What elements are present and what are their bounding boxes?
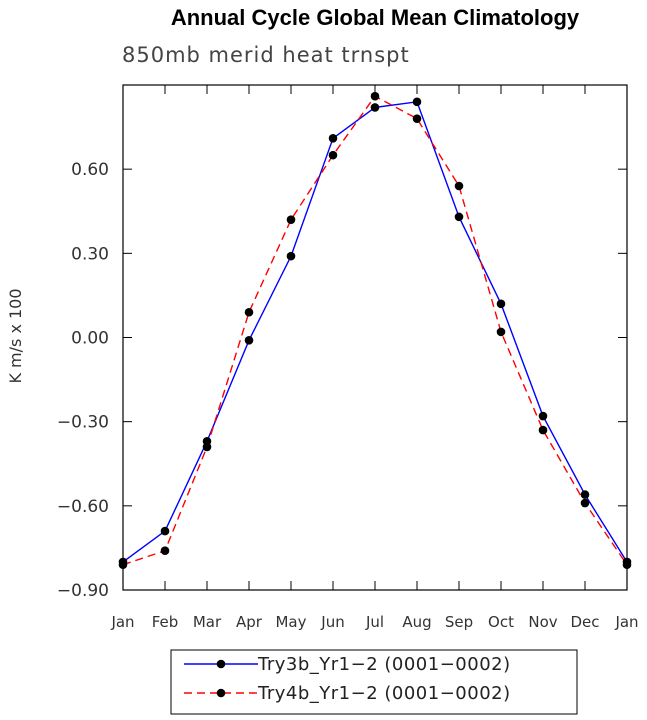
series-2-point [118,560,128,570]
legend-swatch-marker-2 [216,688,226,698]
series-1-point [244,336,254,345]
series-2-point [202,442,212,452]
series-2-point [328,150,338,160]
series-2-point [454,181,464,191]
series-1-point [328,134,338,143]
series-2-point [244,307,254,317]
y-tick-label: −0.60 [57,497,109,517]
series-2-point [286,215,296,224]
series-2-point [580,498,590,508]
series-1-point [496,299,506,309]
x-tick-label: Jan [614,613,638,631]
series-1-point [370,103,380,112]
legend-swatch-marker-1 [216,659,226,669]
y-ticks: −0.90 −0.60 −0.30 0.00 0.30 0.60 [57,160,627,601]
x-ticks: Jan Feb Mar Apr May Jun Jul Aug Sep Oct Nov Dec Jan [110,85,639,631]
series-2-point [496,327,506,337]
series-2-point [370,91,380,101]
series-2-point [538,425,548,435]
x-tick-label: Mar [193,613,222,631]
plot-frame [122,84,628,591]
series-1-point [538,411,548,421]
series-1-point [160,526,170,536]
series-1-point [286,251,296,261]
chart-subtitle: 850mb merid heat trnspt [122,43,410,67]
series-line-2 [122,95,628,566]
legend: Try3b_Yr1−2 (0001−0002) Try4b_Yr1−2 (0001… [170,649,578,715]
series-2-point [622,560,632,570]
series-2-point [160,546,170,556]
series-line-1 [122,101,628,563]
y-tick-label: 0.00 [71,329,109,349]
y-tick-label: −0.90 [57,581,109,601]
x-tick-label: Jan [110,613,134,631]
x-tick-label: May [275,613,306,631]
series-1-point [580,490,590,499]
series-2-point [412,114,422,123]
y-tick-label: 0.30 [71,244,109,264]
chart-title: Annual Cycle Global Mean Climatology [171,5,580,30]
x-tick-label: Dec [570,613,599,631]
x-tick-label: Sep [445,613,473,631]
series-1-point [454,212,464,222]
x-tick-label: Feb [152,613,179,631]
x-tick-label: Nov [528,613,557,631]
x-tick-label: Jun [320,613,344,631]
series-layer [118,91,632,570]
x-tick-label: Aug [402,613,431,631]
legend-label-2: Try4b_Yr1−2 (0001−0002) [257,683,511,704]
legend-box [170,649,578,715]
y-tick-label: −0.30 [57,413,109,433]
legend-label-1: Try3b_Yr1−2 (0001−0002) [257,654,511,675]
x-tick-label: Oct [488,613,514,631]
x-tick-label: Apr [236,613,263,631]
series-1-point [412,97,422,107]
y-tick-label: 0.60 [71,160,109,180]
x-tick-label: Jul [365,613,384,631]
y-axis-label: K m/s x 100 [6,288,25,383]
